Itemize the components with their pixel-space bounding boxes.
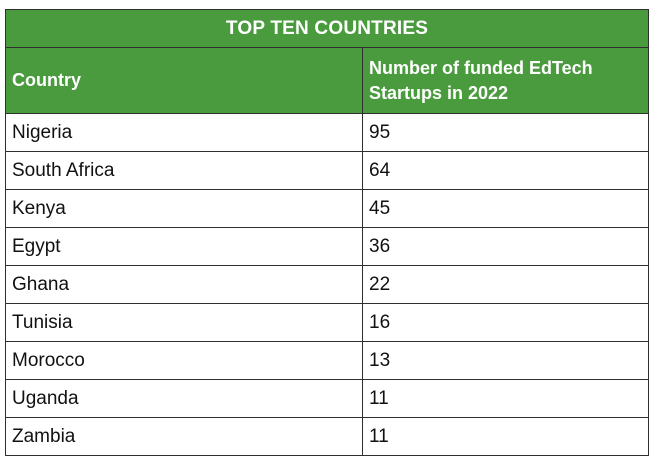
- startups-count-cell: 13: [361, 341, 650, 380]
- startups-count-cell: 11: [361, 417, 650, 456]
- startups-count-cell: 64: [361, 151, 650, 190]
- column-header-startups: Number of funded EdTech Startups in 2022: [361, 47, 650, 114]
- startups-count-cell: 11: [361, 379, 650, 418]
- column-header-country: Country: [5, 47, 363, 114]
- table-row: Uganda 11: [5, 379, 650, 418]
- startups-count-cell: 16: [361, 303, 650, 342]
- country-cell: Morocco: [5, 341, 363, 380]
- table-row: Nigeria 95: [5, 113, 650, 152]
- table-title: TOP TEN COUNTRIES: [4, 9, 650, 48]
- startups-count-cell: 36: [361, 227, 650, 266]
- table-body: Nigeria 95 South Africa 64 Kenya 45 Egypt 36 Gha…: [5, 113, 650, 456]
- table-row: South Africa 64: [5, 151, 650, 190]
- table-row: Zambia 11: [5, 417, 650, 456]
- country-cell: Kenya: [5, 189, 363, 228]
- country-cell: Nigeria: [5, 113, 363, 152]
- country-cell: Egypt: [5, 227, 363, 266]
- startups-count-cell: 95: [361, 113, 650, 152]
- country-cell: Ghana: [5, 265, 363, 304]
- title-row: TOP TEN COUNTRIES: [4, 9, 650, 48]
- table-row: Morocco 13: [5, 341, 650, 380]
- startups-count-cell: 22: [361, 265, 650, 304]
- table-row: Kenya 45: [5, 189, 650, 228]
- startups-count-cell: 45: [361, 189, 650, 228]
- country-cell: Tunisia: [5, 303, 363, 342]
- table-row: Egypt 36: [5, 227, 650, 266]
- header-row: Country Number of funded EdTech Startups…: [5, 47, 650, 114]
- countries-table: TOP TEN COUNTRIES Country Number of fund…: [4, 9, 650, 456]
- country-cell: Uganda: [5, 379, 363, 418]
- country-cell: South Africa: [5, 151, 363, 190]
- table-row: Ghana 22: [5, 265, 650, 304]
- table-container: TOP TEN COUNTRIES Country Number of fund…: [4, 9, 650, 456]
- country-cell: Zambia: [5, 417, 363, 456]
- table-row: Tunisia 16: [5, 303, 650, 342]
